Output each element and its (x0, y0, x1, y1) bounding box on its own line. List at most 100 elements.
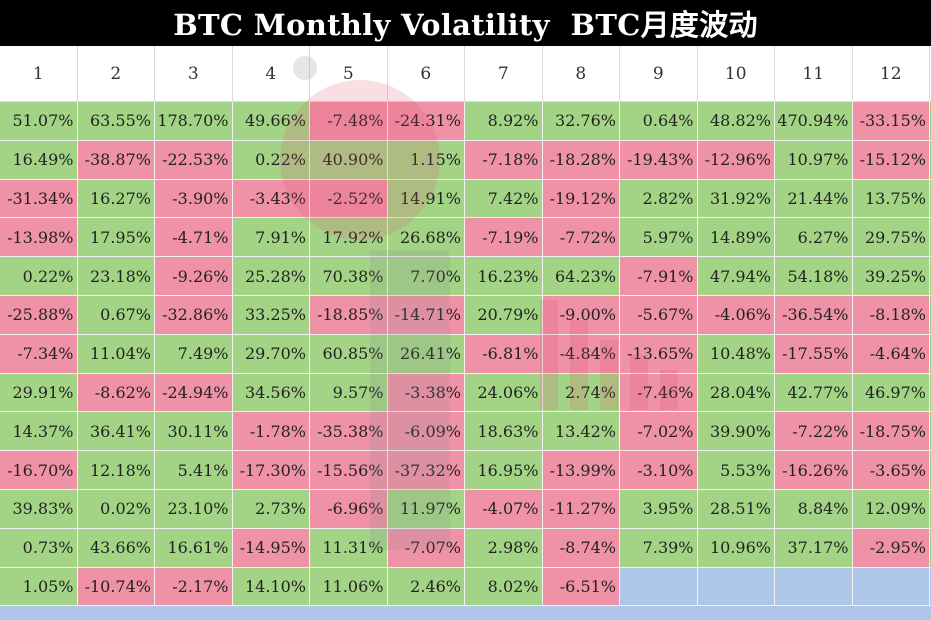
bottom-edge-strip (697, 606, 775, 620)
return-cell: -8.62% (77, 373, 155, 413)
return-cell: -18.28% (542, 140, 620, 180)
return-cell: 1.05% (0, 567, 78, 607)
return-cell: 470.94% (775, 102, 853, 141)
return-cell: -7.48% (310, 102, 388, 141)
return-cell: 25.28% (232, 257, 310, 296)
bottom-edge-strip (310, 606, 388, 620)
return-cell: -14.71% (387, 296, 465, 335)
column-header-month-10: 10 (697, 46, 775, 102)
return-cell: 5.97% (620, 218, 698, 258)
column-header-month-7: 7 (465, 46, 543, 102)
return-cell: 18.63% (465, 412, 543, 452)
return-cell: -6.09% (387, 412, 465, 452)
return-cell: -5.67% (620, 296, 698, 335)
bottom-edge-strip (77, 606, 155, 620)
return-cell: -25.88% (0, 296, 78, 335)
return-cell: 178.70% (155, 102, 233, 141)
return-cell: 12.18% (77, 451, 155, 490)
return-cell: 23.18% (77, 257, 155, 296)
return-cell: 26.41% (387, 334, 465, 374)
return-cell: 34.56% (232, 373, 310, 413)
return-cell: 14.89% (697, 218, 775, 258)
return-cell: -22.53% (155, 140, 233, 180)
return-cell: 7.42% (465, 179, 543, 219)
return-cell: -13.98% (0, 218, 78, 258)
column-header-month-6: 6 (387, 46, 465, 102)
return-cell: 23.10% (155, 490, 233, 529)
return-cell: -7.91% (620, 257, 698, 296)
return-cell: -17.55% (775, 334, 853, 374)
return-cell: -9.00% (542, 296, 620, 335)
return-cell: 31.92% (697, 179, 775, 219)
return-cell: 36.41% (77, 412, 155, 452)
return-cell: -38.87% (77, 140, 155, 180)
return-cell: 24.06% (465, 373, 543, 413)
return-cell: -19.43% (620, 140, 698, 180)
return-cell (775, 567, 853, 607)
return-cell: 0.22% (0, 257, 78, 296)
return-cell: -6.96% (310, 490, 388, 529)
return-cell: 28.04% (697, 373, 775, 413)
return-cell: 47.94% (697, 257, 775, 296)
return-cell: -3.43% (232, 179, 310, 219)
return-cell: -7.34% (0, 334, 78, 374)
return-cell: 16.61% (155, 528, 233, 568)
return-cell: 26.68% (387, 218, 465, 258)
column-header-month-4: 4 (232, 46, 310, 102)
return-cell: 11.04% (77, 334, 155, 374)
return-cell: -37.32% (387, 451, 465, 490)
return-cell: 28.51% (697, 490, 775, 529)
return-cell: -18.85% (310, 296, 388, 335)
return-cell: 48.82% (697, 102, 775, 141)
return-cell: -24.31% (387, 102, 465, 141)
return-cell: 1.15% (387, 140, 465, 180)
return-cell: 7.70% (387, 257, 465, 296)
column-header-month-3: 3 (155, 46, 233, 102)
return-cell: -16.70% (0, 451, 78, 490)
return-cell: 12.09% (852, 490, 930, 529)
return-cell: -11.27% (542, 490, 620, 529)
return-cell: 29.70% (232, 334, 310, 374)
return-cell: -4.71% (155, 218, 233, 258)
return-cell: 42.77% (775, 373, 853, 413)
return-cell: -17.30% (232, 451, 310, 490)
return-cell: -8.74% (542, 528, 620, 568)
return-cell: -36.54% (775, 296, 853, 335)
return-cell: -7.07% (387, 528, 465, 568)
return-cell: -14.95% (232, 528, 310, 568)
return-cell: 7.49% (155, 334, 233, 374)
return-cell (697, 567, 775, 607)
return-cell: -1.78% (232, 412, 310, 452)
return-cell: -3.38% (387, 373, 465, 413)
return-cell: 60.85% (310, 334, 388, 374)
return-cell: 9.57% (310, 373, 388, 413)
return-cell: -15.12% (852, 140, 930, 180)
return-cell: 16.23% (465, 257, 543, 296)
return-cell (620, 567, 698, 607)
bottom-edge-strip (852, 606, 930, 620)
return-cell: 70.38% (310, 257, 388, 296)
bottom-edge-strip (387, 606, 465, 620)
return-cell: -2.95% (852, 528, 930, 568)
return-cell: 14.91% (387, 179, 465, 219)
return-cell: -4.64% (852, 334, 930, 374)
return-cell: 11.06% (310, 567, 388, 607)
return-cell: -2.17% (155, 567, 233, 607)
return-cell: 54.18% (775, 257, 853, 296)
column-header-month-2: 2 (77, 46, 155, 102)
return-cell: -6.81% (465, 334, 543, 374)
return-cell: -24.94% (155, 373, 233, 413)
return-cell: -12.96% (697, 140, 775, 180)
return-cell: -4.07% (465, 490, 543, 529)
month-header-row: 1 2 3 4 5 6 7 8 9 10 11 12 (0, 46, 931, 102)
return-cell: 5.53% (697, 451, 775, 490)
return-cell: -8.18% (852, 296, 930, 335)
bottom-edge-strip (620, 606, 698, 620)
return-cell: 13.42% (542, 412, 620, 452)
return-cell: -13.65% (620, 334, 698, 374)
column-header-month-11: 11 (775, 46, 853, 102)
return-cell: 0.67% (77, 296, 155, 335)
return-cell: 6.27% (775, 218, 853, 258)
return-cell: 16.95% (465, 451, 543, 490)
return-cell: 46.97% (852, 373, 930, 413)
